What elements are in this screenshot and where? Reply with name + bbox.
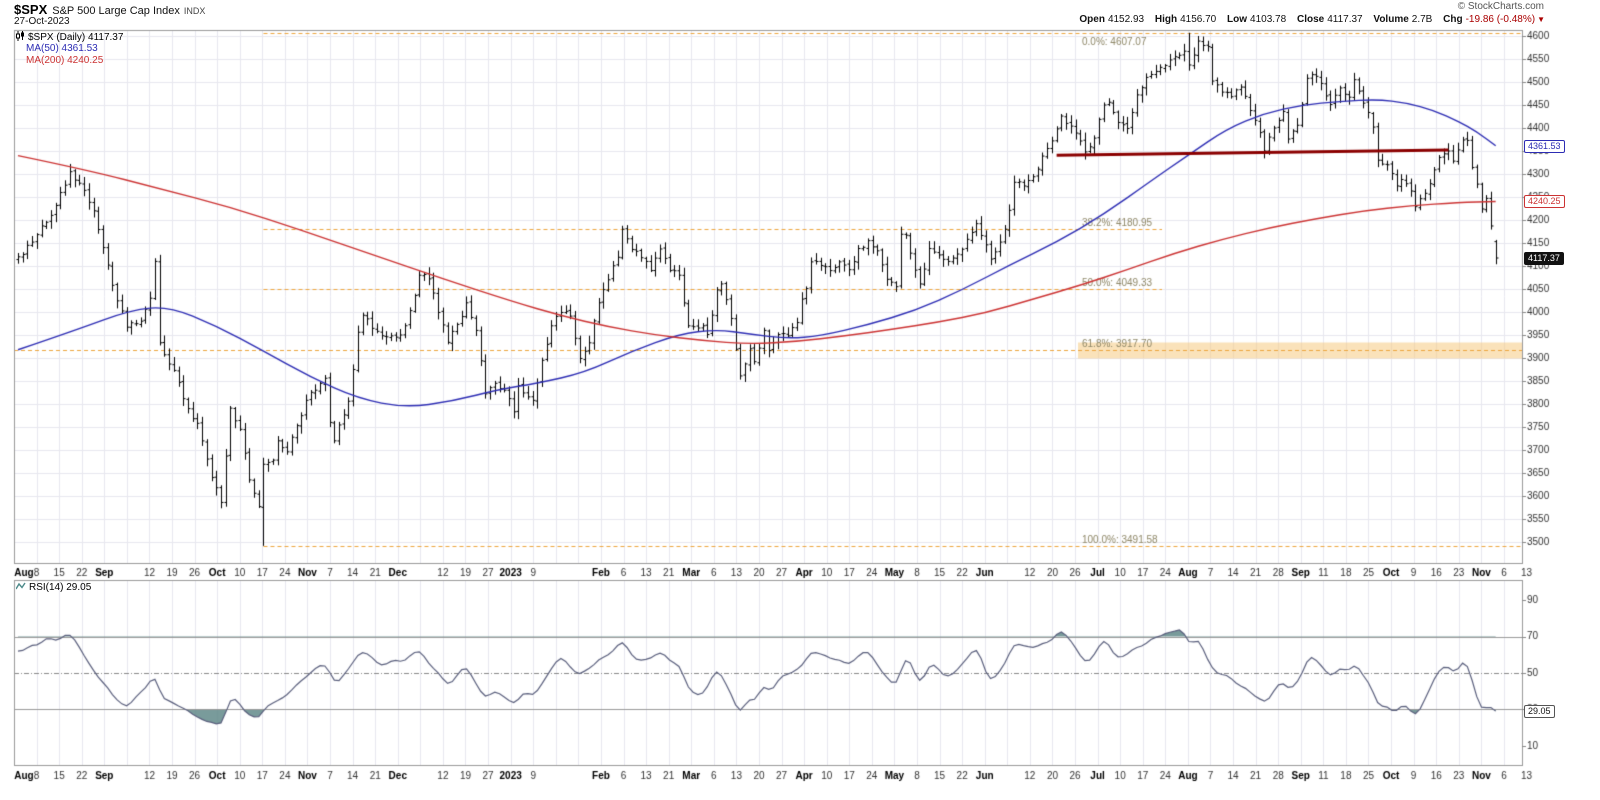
close-value: 4117.37 bbox=[1327, 14, 1363, 25]
low-value: 4103.78 bbox=[1250, 14, 1287, 25]
indicator-line-icon bbox=[15, 582, 26, 594]
open-value: 4152.93 bbox=[1107, 14, 1145, 25]
ma200-price-tag: 4240.25 bbox=[1524, 195, 1565, 208]
candlestick-icon bbox=[16, 31, 25, 44]
change-down-icon: ▼ bbox=[1537, 15, 1545, 24]
open-label: Open bbox=[1079, 14, 1105, 25]
volume-value: 2.7B bbox=[1411, 14, 1433, 25]
chg-value: -19.86 (-0.48%) bbox=[1465, 14, 1536, 25]
ma200-label: MA(200) 4240.25 bbox=[26, 55, 104, 66]
high-label: High bbox=[1154, 14, 1178, 25]
close-label: Close bbox=[1296, 14, 1325, 25]
quote-row: Open 4152.93 High 4156.70 Low 4103.78 Close… bbox=[1079, 14, 1545, 25]
ma50-price-tag: 4361.53 bbox=[1524, 140, 1565, 153]
high-value: 4156.70 bbox=[1180, 14, 1217, 25]
low-label: Low bbox=[1227, 14, 1248, 25]
last-price-tag: 4117.37 bbox=[1524, 252, 1564, 265]
ma50-label: MA(50) 4361.53 bbox=[26, 43, 98, 54]
rsi-value-tag: 29.05 bbox=[1524, 705, 1555, 718]
chart-header: $SPX S&P 500 Large Cap Index INDX bbox=[14, 1, 205, 19]
chart-date: 27-Oct-2023 bbox=[14, 16, 70, 27]
symbol: $SPX bbox=[14, 2, 48, 17]
rsi-legend: RSI(14) 29.05 bbox=[15, 582, 92, 594]
rsi-label: RSI(14) 29.05 bbox=[29, 582, 92, 593]
copyright: © StockCharts.com bbox=[1457, 1, 1544, 12]
exchange-label: INDX bbox=[183, 6, 206, 16]
series-label: $SPX (Daily) 4117.37 bbox=[28, 32, 124, 43]
symbol-name: S&P 500 Large Cap Index bbox=[52, 5, 180, 17]
chg-label: Chg bbox=[1443, 14, 1463, 25]
volume-label: Volume bbox=[1373, 14, 1409, 25]
main-chart-legend-series: $SPX (Daily) 4117.37 bbox=[16, 31, 123, 44]
